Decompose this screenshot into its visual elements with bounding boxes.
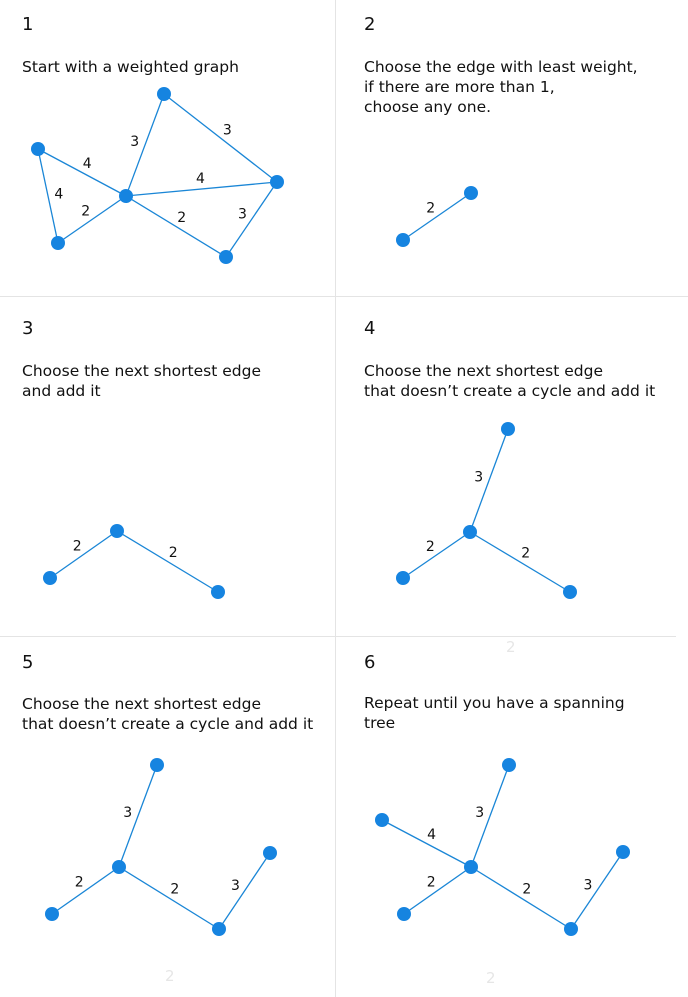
graph-node xyxy=(501,422,515,436)
panel-1-number: 1 xyxy=(22,14,34,35)
graph-node xyxy=(43,571,57,585)
graph-edge xyxy=(470,866,572,930)
horizontal-divider-bottom xyxy=(0,636,676,637)
graph-node xyxy=(563,585,577,599)
graph-edge xyxy=(118,866,220,930)
graph-edge xyxy=(225,181,278,258)
edge-weight-label: 3 xyxy=(123,805,132,821)
graph-node xyxy=(396,233,410,247)
faint-weight-label: 2 xyxy=(165,967,175,985)
graph-node xyxy=(464,860,478,874)
panel-4-number: 4 xyxy=(364,318,376,339)
graph-node xyxy=(45,907,59,921)
graph-edge xyxy=(218,852,271,930)
edge-weight-label: 3 xyxy=(238,206,247,222)
edge-weight-label: 2 xyxy=(169,545,178,561)
graph-node xyxy=(564,922,578,936)
graph-edge xyxy=(57,195,127,244)
edge-weight-label: 3 xyxy=(231,878,240,894)
edge-weight-label: 2 xyxy=(426,201,435,217)
vertical-divider xyxy=(335,0,336,997)
graph-node xyxy=(263,846,277,860)
panel-5-number: 5 xyxy=(22,652,34,673)
faint-weight-label: 2 xyxy=(506,638,516,656)
graph-edge xyxy=(118,764,158,868)
graph-node xyxy=(110,524,124,538)
panel-6-number: 6 xyxy=(364,652,376,673)
graph-edge xyxy=(381,819,472,868)
panel-5-graph: 3 2 2 3 xyxy=(45,758,277,936)
graph-node xyxy=(270,175,284,189)
graph-node xyxy=(375,813,389,827)
graph-node xyxy=(150,758,164,772)
graph-edge xyxy=(51,866,120,915)
panel-3-number: 3 xyxy=(22,318,34,339)
graph-node xyxy=(464,186,478,200)
edge-weight-label: 2 xyxy=(522,882,531,898)
graph-node xyxy=(219,250,233,264)
edge-weight-label: 2 xyxy=(75,875,84,891)
faint-weight-label: 2 xyxy=(486,969,496,987)
graph-node xyxy=(502,758,516,772)
edge-weight-label: 4 xyxy=(83,156,92,172)
panel-4-graph: 3 2 2 xyxy=(396,422,577,599)
panel-6-graph: 3 4 2 2 3 xyxy=(375,758,630,936)
graph-edge xyxy=(570,851,624,930)
graph-node xyxy=(396,571,410,585)
panel-2-number: 2 xyxy=(364,14,376,35)
horizontal-divider-top xyxy=(0,296,688,297)
graph-edge xyxy=(402,192,472,241)
graph-edge xyxy=(125,195,227,258)
edge-weight-label: 3 xyxy=(583,877,592,893)
graph-edge xyxy=(116,530,219,593)
graph-edge xyxy=(125,93,165,197)
graph-edge xyxy=(469,531,571,593)
graph-edge xyxy=(125,181,278,197)
graph-edge xyxy=(470,764,510,868)
graph-edge xyxy=(403,866,472,915)
graph-node xyxy=(119,189,133,203)
edge-weight-label: 3 xyxy=(130,134,139,150)
graph-node xyxy=(212,922,226,936)
edge-weight-label: 2 xyxy=(521,546,530,562)
graph-edge xyxy=(469,428,509,533)
edge-weight-label: 2 xyxy=(170,882,179,898)
panel-1-caption: Start with a weighted graph xyxy=(22,58,239,76)
panel-2-graph: 2 xyxy=(396,186,478,247)
edge-weight-label: 3 xyxy=(223,122,232,138)
graph-edge xyxy=(49,530,118,579)
edge-weight-label: 3 xyxy=(475,805,484,821)
panel-5-caption: Choose the next shortest edge that doesn… xyxy=(22,695,314,733)
graph-node xyxy=(211,585,225,599)
panel-1-graph: 3 3 4 4 4 2 2 3 xyxy=(31,87,284,264)
graph-node xyxy=(616,845,630,859)
panel-4-caption: Choose the next shortest edge that doesn… xyxy=(364,362,656,400)
edge-weight-label: 4 xyxy=(54,187,63,203)
graph-node xyxy=(112,860,126,874)
graph-node xyxy=(157,87,171,101)
edge-weight-label: 4 xyxy=(427,827,436,843)
panel-6-caption: Repeat until you have a spanning tree xyxy=(364,694,625,732)
graph-node xyxy=(397,907,411,921)
edge-weight-label: 2 xyxy=(177,210,186,226)
edge-weight-label: 2 xyxy=(81,204,90,220)
graph-edge xyxy=(402,531,471,579)
graph-edge xyxy=(37,148,127,197)
graph-edge xyxy=(37,148,59,244)
edge-weight-label: 4 xyxy=(196,171,205,187)
graph-edge xyxy=(163,93,278,183)
edge-weight-label: 2 xyxy=(427,875,436,891)
panel-2-caption: Choose the edge with least weight, if th… xyxy=(364,58,638,116)
edge-weight-label: 2 xyxy=(426,539,435,555)
edge-weight-label: 3 xyxy=(474,470,483,486)
graph-node xyxy=(463,525,477,539)
graph-node xyxy=(31,142,45,156)
panel-3-caption: Choose the next shortest edge and add it xyxy=(22,362,261,400)
graph-node xyxy=(51,236,65,250)
edge-weight-label: 2 xyxy=(73,539,82,555)
